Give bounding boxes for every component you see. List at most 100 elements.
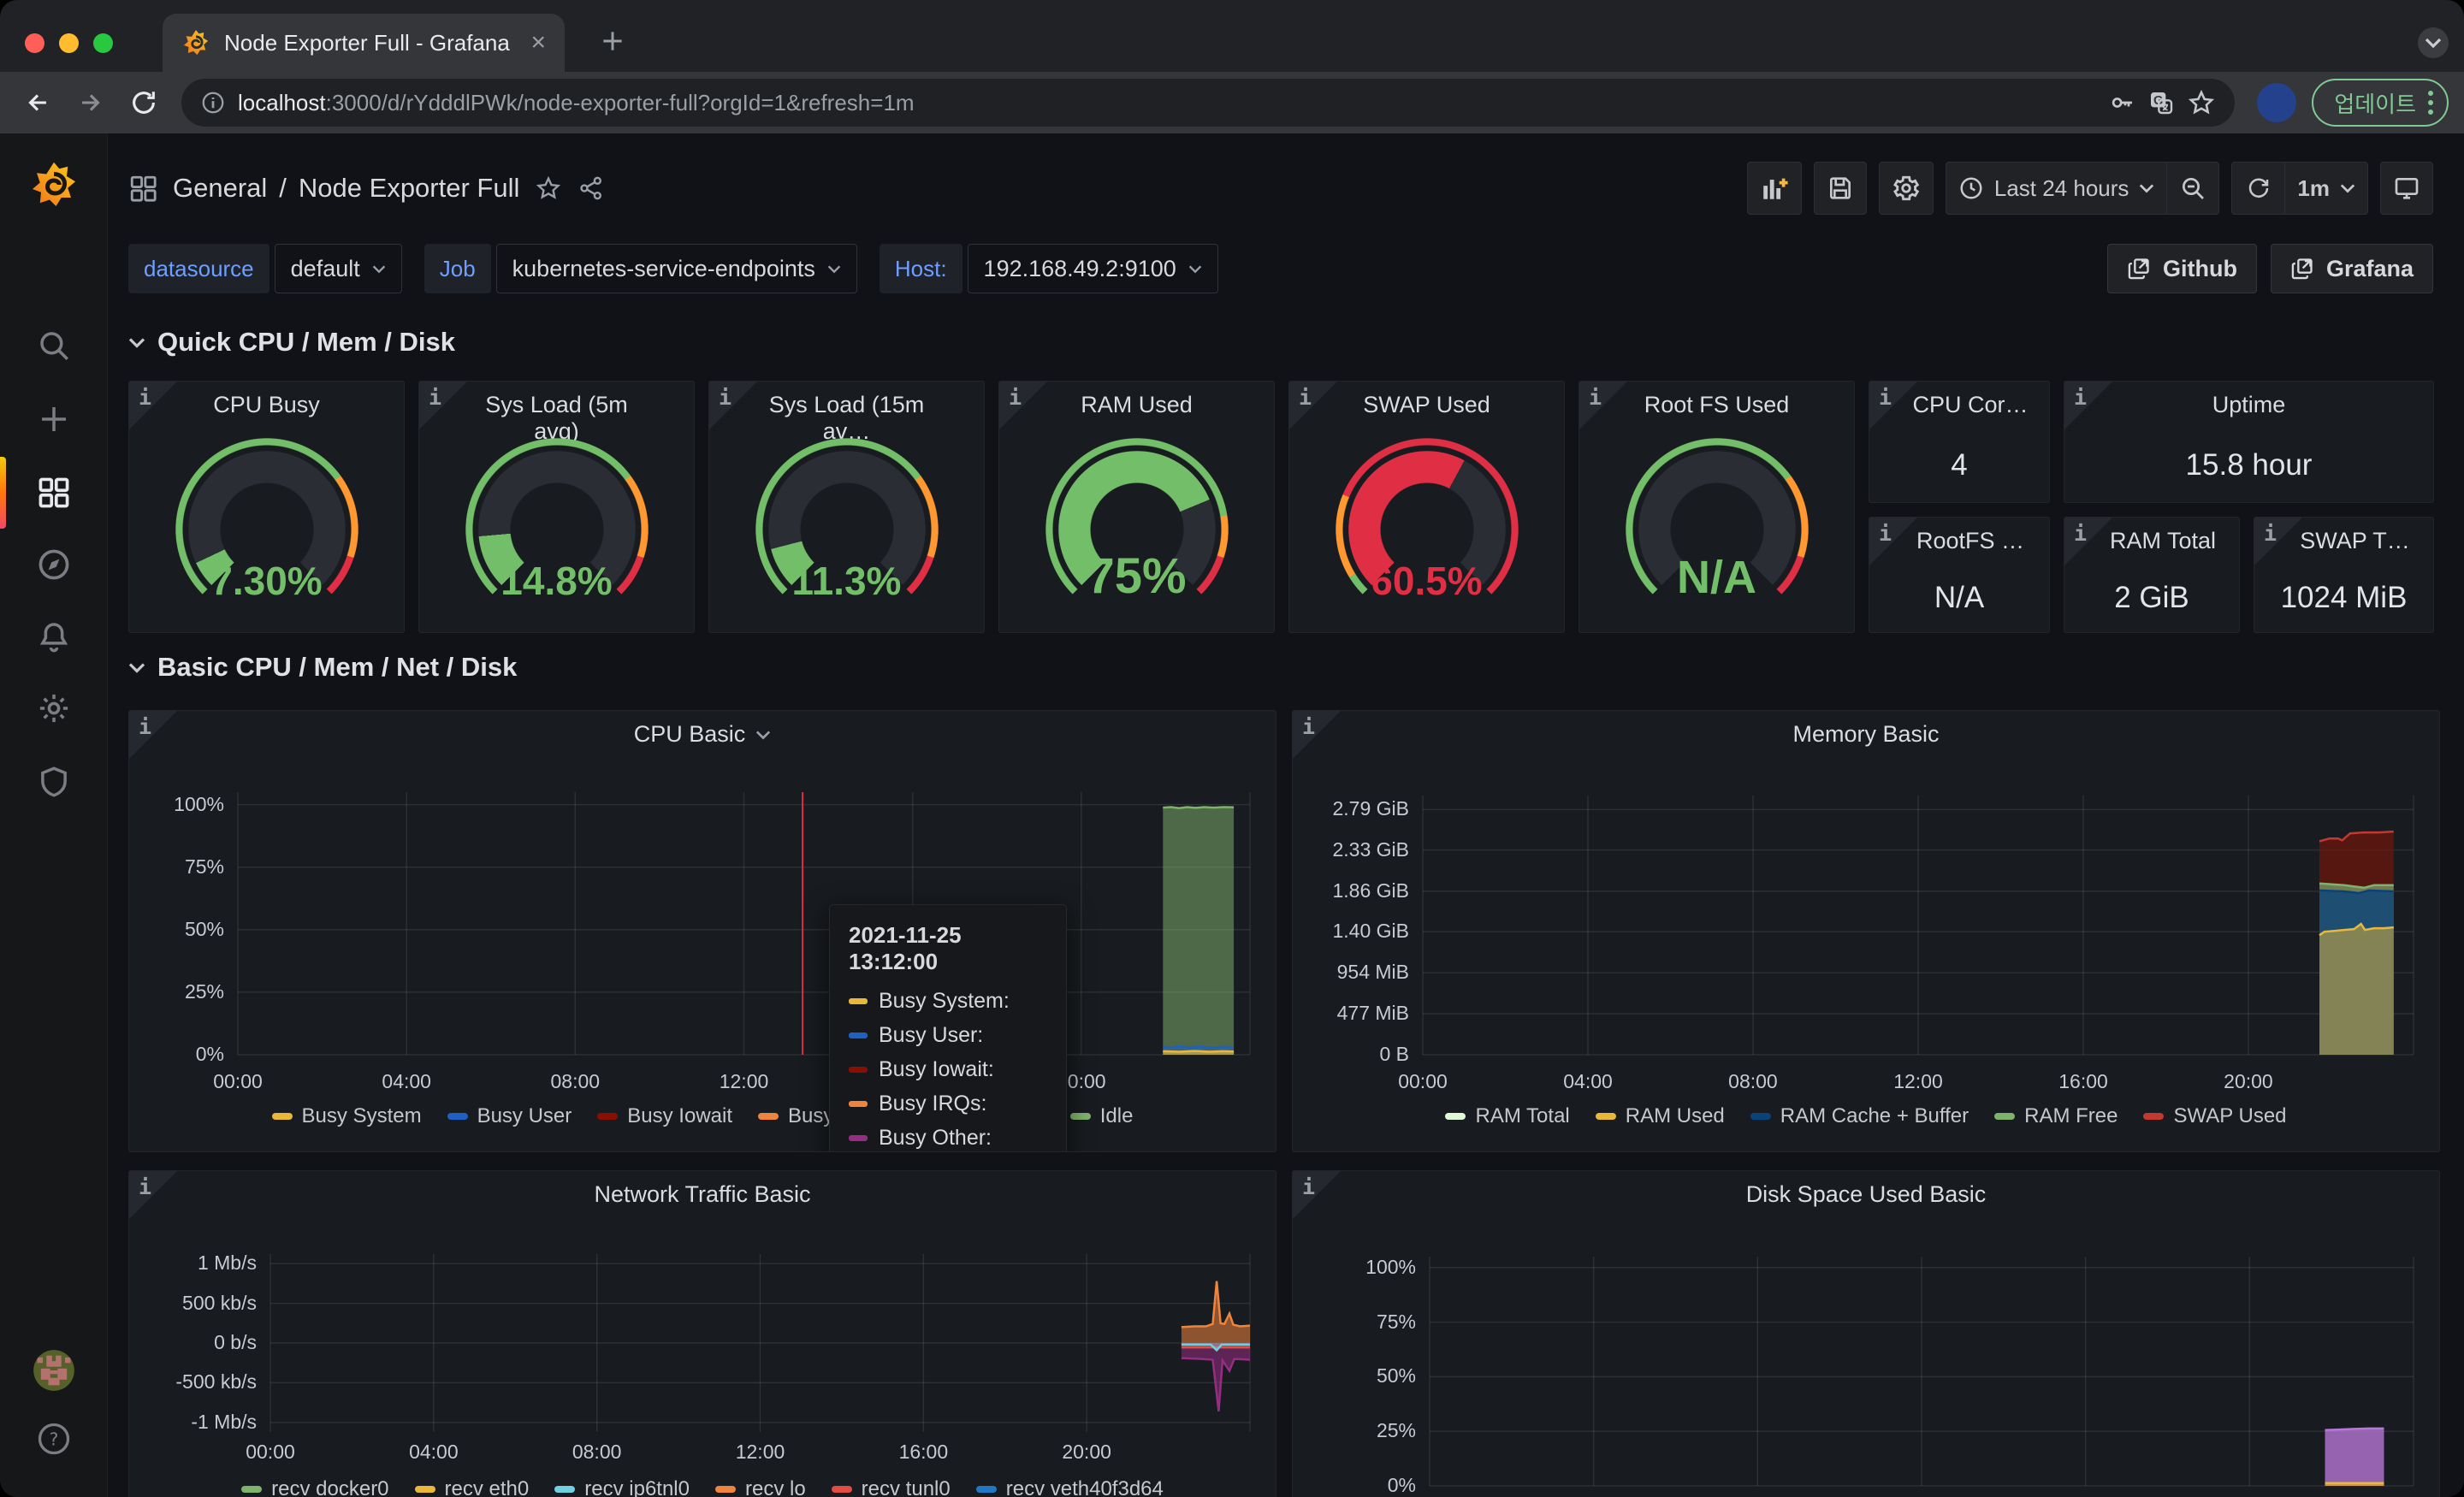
bell-icon — [36, 618, 72, 654]
svg-text:?: ? — [50, 1429, 59, 1449]
breadcrumb-title[interactable]: Node Exporter Full — [299, 173, 519, 204]
sidebar-item-server-admin[interactable] — [0, 751, 108, 813]
legend-item[interactable]: RAM Cache + Buffer — [1750, 1104, 1969, 1128]
window-controls[interactable] — [25, 33, 113, 53]
chart-legend[interactable]: recv docker0 recv eth0 recv ip6tnl0 recv lo… — [146, 1477, 1259, 1497]
add-panel-button[interactable] — [1747, 162, 1802, 215]
panel-info-icon[interactable]: i — [419, 382, 467, 429]
grafana-favicon — [181, 28, 210, 57]
panel-info-icon[interactable]: i — [1289, 382, 1337, 429]
gauge-value: 7.30% — [159, 558, 375, 604]
x-axis-label: 20:00 — [1035, 1441, 1138, 1464]
star-dashboard-icon[interactable] — [535, 175, 562, 202]
x-axis-label: 04:00 — [1537, 1070, 1639, 1093]
legend-item[interactable]: RAM Used — [1596, 1104, 1725, 1128]
legend-item[interactable]: RAM Free — [1994, 1104, 2118, 1128]
chart-legend[interactable]: Busy SystemBusy UserBusy IowaitBusy IRQs… — [146, 1104, 1259, 1128]
legend-item[interactable]: Busy System — [272, 1104, 422, 1128]
panel-uptime[interactable]: i Uptime 15.8 hour — [2064, 381, 2434, 503]
legend-item[interactable]: recv veth40f3d64 — [976, 1477, 1164, 1497]
save-dashboard-button[interactable] — [1814, 162, 1867, 215]
sidebar-item-configuration[interactable] — [0, 677, 108, 739]
tooltip-item: Busy IRQs: — [849, 1092, 1047, 1116]
panel-cpu-busy[interactable]: i CPU Busy 7.30% — [128, 381, 405, 633]
var-value-datasource[interactable]: default — [275, 244, 402, 293]
sidebar-item-alerting[interactable] — [0, 606, 108, 667]
legend-item[interactable]: Busy Iowait — [597, 1104, 732, 1128]
sidebar-item-help[interactable]: ? — [0, 1408, 108, 1470]
sidebar-item-search[interactable] — [0, 315, 108, 376]
panel-info-icon[interactable]: i — [999, 382, 1047, 429]
browser-update-button[interactable]: 업데이트 — [2312, 79, 2449, 127]
panel-swap-used[interactable]: i SWAP Used 60.5% — [1288, 381, 1565, 633]
back-button[interactable] — [15, 80, 60, 125]
user-avatar[interactable] — [0, 1340, 108, 1401]
chart-legend[interactable]: RAM Total RAM Used RAM Cache + Buffer RAM F… — [1310, 1104, 2422, 1128]
fullscreen-window-button[interactable] — [93, 33, 113, 53]
legend-item[interactable]: RAM Total — [1445, 1104, 1569, 1128]
share-icon[interactable] — [578, 175, 605, 202]
panel-sys-load-5m[interactable]: i Sys Load (5m avg) 14.8% — [418, 381, 695, 633]
new-tab-button[interactable] — [599, 27, 626, 55]
browser-window: Node Exporter Full - Grafana × localhost… — [0, 0, 2464, 1497]
time-range-picker[interactable]: Last 24 hours — [1946, 162, 2167, 215]
tab-search-icon[interactable] — [2418, 27, 2449, 58]
legend-item[interactable]: Idle — [1070, 1104, 1134, 1128]
forward-button[interactable] — [68, 80, 113, 125]
legend-item[interactable]: recv eth0 — [415, 1477, 530, 1497]
legend-item[interactable]: recv lo — [715, 1477, 806, 1497]
panel-info-icon[interactable]: i — [2064, 382, 2112, 429]
minimize-window-button[interactable] — [59, 33, 79, 53]
github-link-button[interactable]: Github — [2107, 244, 2257, 293]
search-icon — [36, 328, 72, 364]
panel-ram-total[interactable]: i RAM Total 2 GiB — [2064, 517, 2240, 633]
panel-memory-basic[interactable]: i Memory Basic 2.79 GiB2.33 GiB1.86 GiB1… — [1292, 710, 2440, 1152]
translate-icon[interactable]: G — [2147, 89, 2175, 116]
panel-disk-space-used-basic[interactable]: i Disk Space Used Basic 100%75%50%25%0%0… — [1292, 1170, 2440, 1497]
legend-item[interactable]: recv docker0 — [241, 1477, 388, 1497]
tv-mode-button[interactable] — [2380, 162, 2433, 215]
password-key-icon[interactable] — [2108, 89, 2135, 116]
grafana-logo[interactable] — [0, 154, 108, 216]
breadcrumb-folder[interactable]: General — [173, 173, 267, 204]
panel-sys-load-15m[interactable]: i Sys Load (15m av… 11.3% — [708, 381, 985, 633]
panel-info-icon[interactable]: i — [709, 382, 757, 429]
var-value-job[interactable]: kubernetes-service-endpoints — [496, 244, 857, 293]
browser-profile-avatar[interactable] — [2257, 83, 2296, 122]
dashboard-settings-button[interactable] — [1879, 162, 1934, 215]
var-label-datasource: datasource — [128, 244, 270, 293]
grafana-link-button[interactable]: Grafana — [2271, 244, 2433, 293]
sidebar-item-create[interactable] — [0, 388, 108, 450]
panel-cpu-basic[interactable]: i CPU Basic 100%75%50%25%0%00:0004:0008:… — [128, 710, 1276, 1152]
panel-network-traffic-basic[interactable]: i Network Traffic Basic 1 Mb/s500 kb/s0 … — [128, 1170, 1276, 1497]
site-info-icon[interactable] — [200, 90, 226, 115]
tab-close-icon[interactable]: × — [530, 28, 546, 57]
panel-rootfs-total[interactable]: i RootFS … N/A — [1869, 517, 2050, 633]
y-axis-label: 2.79 GiB — [1293, 797, 1409, 820]
reload-button[interactable] — [121, 80, 166, 125]
zoom-out-time-button[interactable] — [2166, 162, 2219, 215]
browser-tab[interactable]: Node Exporter Full - Grafana × — [163, 14, 565, 72]
close-window-button[interactable] — [25, 33, 44, 53]
legend-item[interactable]: SWAP Used — [2143, 1104, 2286, 1128]
panel-swap-total[interactable]: i SWAP T… 1024 MiB — [2254, 517, 2434, 633]
panel-cpu-cores[interactable]: i CPU Cor… 4 — [1869, 381, 2050, 503]
browser-menu-kebab-icon[interactable] — [2428, 91, 2433, 115]
url-bar[interactable]: localhost:3000/d/rYdddlPWk/node-exporter… — [181, 79, 2235, 127]
sidebar-item-explore[interactable] — [0, 534, 108, 595]
sidebar-item-dashboards[interactable] — [0, 462, 108, 524]
panel-info-icon[interactable]: i — [129, 382, 177, 429]
legend-item[interactable]: Busy User — [447, 1104, 572, 1128]
panel-ram-used[interactable]: i RAM Used 75% — [998, 381, 1275, 633]
var-value-host[interactable]: 192.168.49.2:9100 — [968, 244, 1218, 293]
row-title-basic[interactable]: Basic CPU / Mem / Net / Disk — [128, 652, 517, 683]
panel-info-icon[interactable]: i — [1579, 382, 1627, 429]
row-title-quick[interactable]: Quick CPU / Mem / Disk — [128, 327, 455, 358]
refresh-button[interactable] — [2231, 162, 2284, 215]
refresh-interval-dropdown[interactable]: 1m — [2284, 162, 2368, 215]
bookmark-star-icon[interactable] — [2187, 88, 2216, 117]
legend-item[interactable]: recv ip6tnl0 — [554, 1477, 690, 1497]
y-axis-label: 100% — [129, 793, 224, 816]
legend-item[interactable]: recv tunl0 — [832, 1477, 951, 1497]
panel-root-fs-used[interactable]: i Root FS Used N/A — [1578, 381, 1855, 633]
